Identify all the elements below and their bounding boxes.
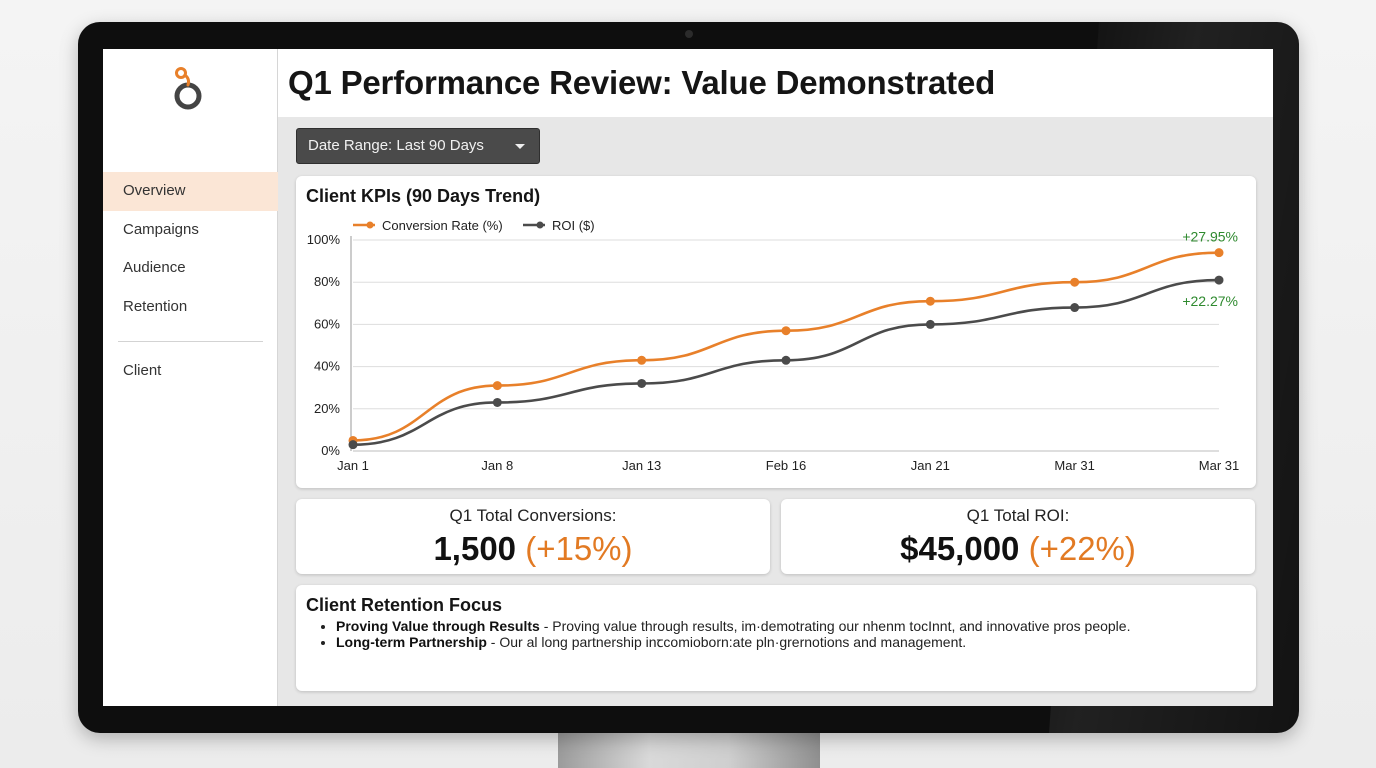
data-point: [492, 397, 502, 407]
data-point: [781, 355, 791, 365]
roi-label: Q1 Total ROI:: [966, 506, 1070, 525]
date-range-label: Date Range: Last 90 Days: [308, 137, 484, 154]
sidebar-item-audience[interactable]: Audience: [123, 259, 186, 277]
legend-swatch-dot: [366, 221, 374, 229]
conversions-stat-card: Q1 Total Conversions: 1,500 (+15%): [296, 499, 770, 574]
list-item-text: - Our al long partnership inꞇcomioborn:a…: [486, 634, 967, 650]
sidebar-item-client[interactable]: Client: [123, 362, 162, 379]
conversions-label: Q1 Total Conversions:: [449, 506, 617, 525]
list-item-heading: Long-term Partnership: [336, 634, 487, 650]
data-point: [637, 378, 647, 388]
monitor-stand: [558, 728, 820, 768]
y-tick-label: 60%: [314, 316, 340, 331]
conversion-rate-change-label: +27.95%: [1182, 229, 1238, 245]
x-tick-label: Jan 8: [481, 458, 513, 473]
data-point: [492, 381, 502, 391]
sidebar-divider: [118, 341, 263, 342]
legend-entry: ROI ($): [552, 218, 595, 233]
retention-list: Proving Value through Results - Proving …: [336, 618, 1236, 650]
retention-card: Client Retention Focus Proving Value thr…: [296, 585, 1256, 691]
x-tick-label: Mar 31: [1054, 458, 1094, 473]
sidebar-item-overview[interactable]: Overview: [103, 172, 278, 211]
x-tick-label: Jan 13: [622, 458, 661, 473]
data-point: [1070, 303, 1080, 313]
webcam-dot: [685, 30, 693, 38]
y-tick-label: 100%: [307, 232, 341, 247]
data-point: [348, 440, 358, 450]
y-tick-label: 40%: [314, 359, 340, 374]
list-item-heading: Proving Value through Results: [336, 618, 540, 634]
brand-logo-icon[interactable]: [168, 61, 208, 117]
roi-change: (+22%): [1028, 530, 1136, 567]
x-tick-label: Mar 31: [1199, 458, 1239, 473]
list-item: Proving Value through Results - Proving …: [336, 618, 1236, 634]
conversions-change: (+15%): [525, 530, 633, 567]
data-point: [637, 355, 647, 365]
data-point: [781, 326, 791, 336]
sidebar-item-retention[interactable]: Retention: [123, 298, 188, 316]
roi-change-label: +22.27%: [1182, 293, 1238, 309]
data-point: [1070, 277, 1080, 287]
series-line-conversion-rate: [352, 251, 1220, 442]
y-tick-label: 0%: [321, 443, 340, 458]
roi-stat-card: Q1 Total ROI: $45,000 (+22%): [781, 499, 1255, 574]
monitor-bezel: Overview Campaigns Audience Retention Cl…: [78, 22, 1299, 733]
kpi-chart-card: 0% 20% 40% 60% 80% 100% Jan 1 Jan 8 Jan 13 Feb 16…: [296, 176, 1256, 488]
sidebar: Overview Campaigns Audience Retention Cl…: [103, 49, 278, 706]
data-point: [1214, 248, 1224, 258]
roi-value: $45,000: [900, 530, 1020, 567]
list-item-text: - Proving value through results, im·demo…: [539, 618, 1131, 634]
y-tick-label: 20%: [314, 401, 340, 416]
y-tick-label: 80%: [314, 274, 340, 289]
conversions-value: 1,500: [433, 530, 517, 567]
page-title: Q1 Performance Review: Value Demonstrate…: [288, 64, 996, 101]
sidebar-nav: Overview Campaigns Audience Retention: [103, 172, 278, 327]
date-range-dropdown[interactable]: Date Range: Last 90 Days: [296, 128, 540, 164]
sidebar-item-campaigns[interactable]: Campaigns: [123, 220, 199, 238]
page-header: Q1 Performance Review: Value Demonstrate…: [278, 49, 1273, 117]
list-item: Long-term Partnership - Our al long part…: [336, 634, 1236, 650]
data-point: [925, 296, 935, 306]
kpi-line-chart: 0% 20% 40% 60% 80% 100% Jan 1 Jan 8 Jan 13 Feb 16…: [307, 218, 1239, 473]
chart-title: Client KPIs (90 Days Trend): [306, 186, 541, 206]
x-tick-label: Jan 1: [337, 458, 369, 473]
data-point: [1214, 275, 1224, 285]
retention-title: Client Retention Focus: [306, 595, 503, 615]
legend-swatch-dot: [536, 221, 544, 229]
x-tick-label: Feb 16: [766, 458, 806, 473]
chevron-down-icon: [515, 144, 525, 149]
legend-entry: Conversion Rate (%): [382, 218, 503, 233]
dashboard-screen: Overview Campaigns Audience Retention Cl…: [103, 49, 1273, 706]
data-point: [925, 319, 935, 329]
x-tick-label: Jan 21: [911, 458, 950, 473]
